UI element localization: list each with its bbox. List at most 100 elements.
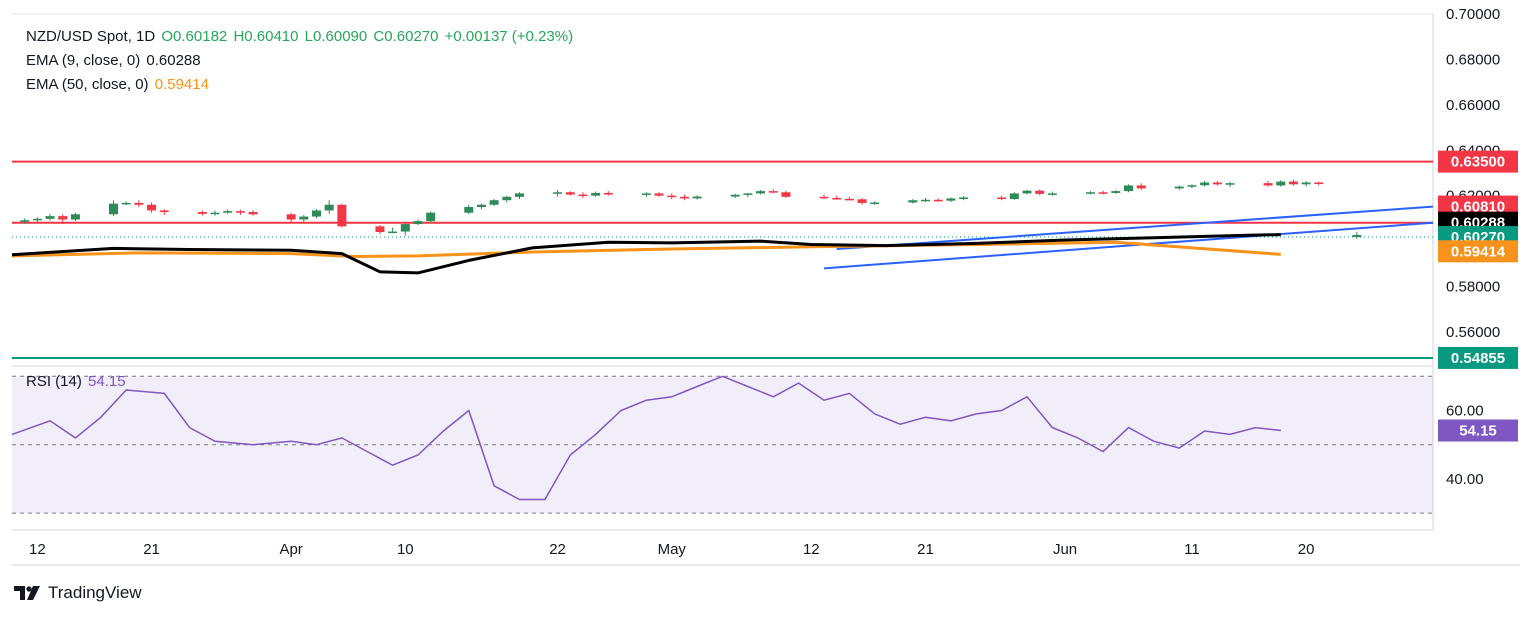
ema9-value: 0.60288 xyxy=(146,52,201,69)
candle-body xyxy=(641,193,651,195)
candle xyxy=(159,209,169,215)
candle-body xyxy=(400,224,410,232)
time-tick-label: Apr xyxy=(279,541,302,558)
candle xyxy=(641,192,651,197)
candle xyxy=(1022,190,1032,195)
candle-body xyxy=(921,199,930,202)
candle xyxy=(1136,183,1146,190)
candle-body xyxy=(413,221,423,225)
time-tick-label: 20 xyxy=(1298,541,1315,558)
candle-body xyxy=(375,226,385,233)
candle-body xyxy=(908,200,918,203)
price-label-box xyxy=(1438,240,1518,263)
candle-body xyxy=(578,194,588,197)
candle xyxy=(502,195,512,203)
time-tick-label: 10 xyxy=(397,541,414,558)
candle xyxy=(654,192,664,197)
candle-body xyxy=(959,197,969,199)
ema9-label: EMA (9, close, 0) xyxy=(26,52,141,69)
candle xyxy=(921,197,930,203)
candle-body xyxy=(857,199,867,203)
candle-body xyxy=(223,211,233,213)
candle-body xyxy=(1352,234,1362,238)
price-tick-label: 0.70000 xyxy=(1446,6,1500,23)
candle-body xyxy=(235,211,245,213)
candle-body xyxy=(1187,185,1197,187)
rsi-band xyxy=(12,376,1433,514)
candle-body xyxy=(147,204,157,211)
rsi-line xyxy=(11,375,1281,501)
candle-body xyxy=(121,202,131,205)
candle-body xyxy=(565,192,575,195)
candle xyxy=(223,209,233,214)
candle xyxy=(388,227,398,234)
candle xyxy=(946,197,956,203)
candle xyxy=(324,200,334,214)
candle xyxy=(553,190,563,197)
candle-body xyxy=(1022,190,1032,194)
candle xyxy=(70,212,80,222)
candle-body xyxy=(591,192,601,196)
price-label-text: 0.54855 xyxy=(1451,350,1505,367)
candle xyxy=(147,202,157,213)
candle-body xyxy=(946,198,956,201)
candle-body xyxy=(1035,190,1045,194)
price-tick-label: 0.66000 xyxy=(1446,97,1500,114)
candle xyxy=(413,219,423,226)
candle xyxy=(32,217,42,223)
rsi-label-text: 54.15 xyxy=(1459,423,1497,440)
candle-body xyxy=(210,212,220,215)
candle xyxy=(286,212,296,223)
candle-body xyxy=(1085,192,1095,194)
candle-body xyxy=(679,196,689,199)
candle xyxy=(1314,181,1324,186)
candle xyxy=(248,210,258,216)
candle-body xyxy=(1263,183,1273,186)
candle xyxy=(1263,180,1273,187)
candle-body xyxy=(1288,181,1298,185)
candle-body xyxy=(1098,192,1108,194)
candle xyxy=(959,196,969,201)
candle xyxy=(591,191,601,197)
candle xyxy=(578,192,588,198)
candle-body xyxy=(299,216,309,220)
candle-body xyxy=(312,210,321,217)
candle xyxy=(489,199,499,206)
candle xyxy=(565,191,575,196)
candle xyxy=(235,209,245,215)
tradingview-logo[interactable]: TradingView xyxy=(14,583,142,603)
candle xyxy=(45,213,55,221)
rsi-tick-label: 60.00 xyxy=(1446,402,1484,419)
candle xyxy=(908,199,918,204)
candle-body xyxy=(1047,193,1057,195)
candle-body xyxy=(464,207,474,213)
brand-name: TradingView xyxy=(48,583,142,602)
candle-body xyxy=(1174,186,1184,189)
candle-body xyxy=(20,220,30,222)
rsi-label: RSI (14) xyxy=(26,373,82,390)
candle xyxy=(515,192,524,200)
candle xyxy=(730,193,740,198)
candle-body xyxy=(159,210,169,213)
candle xyxy=(756,190,766,195)
ema50-line xyxy=(11,240,1281,258)
candle xyxy=(1111,190,1121,194)
candle-body xyxy=(134,202,144,205)
channel-upper-line xyxy=(836,205,1434,251)
time-tick-label: 21 xyxy=(143,541,160,558)
change-value: +0.00137 (+0.23%) xyxy=(444,28,574,45)
candle xyxy=(1035,189,1045,196)
candle-body xyxy=(502,196,512,201)
candle xyxy=(844,196,854,201)
candle xyxy=(400,222,410,236)
close-value: C0.60270 xyxy=(373,28,439,45)
candle-body xyxy=(1136,185,1146,189)
candle xyxy=(337,203,347,228)
ema9-legend: EMA (9, close, 0) 0.60288 xyxy=(26,52,203,69)
candle-body xyxy=(388,231,398,234)
candle xyxy=(1047,191,1057,196)
channel-lower-line xyxy=(823,221,1434,270)
candle xyxy=(20,218,30,225)
candle-body xyxy=(1124,185,1133,192)
